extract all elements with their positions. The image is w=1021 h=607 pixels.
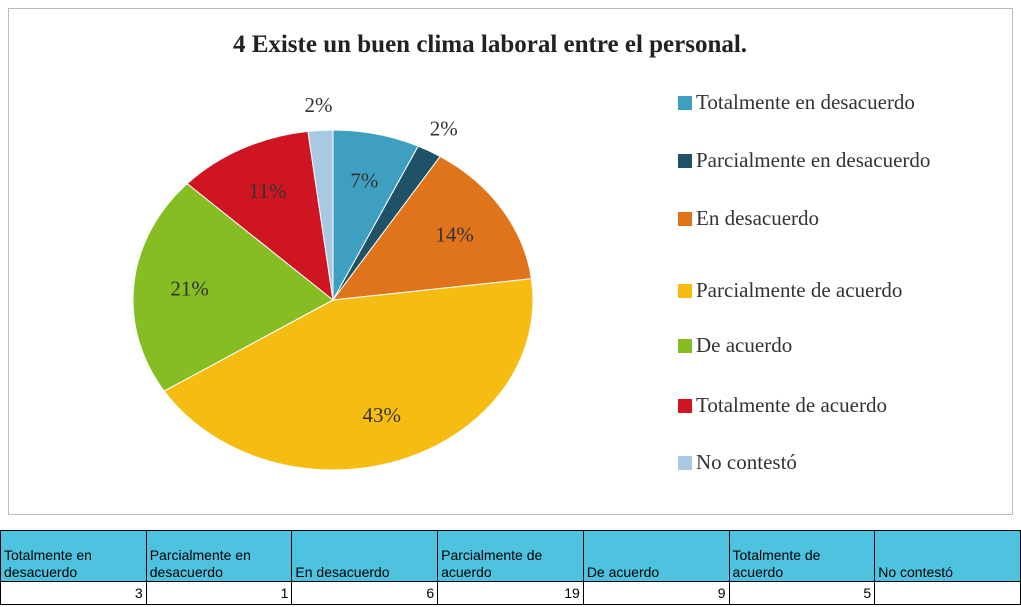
chart-area (8, 8, 1013, 515)
header-cell: Totalmente en desacuerdo (0, 530, 147, 582)
value-cell: 9 (582, 581, 730, 605)
legend-swatch (678, 339, 692, 353)
value-cell: 5 (728, 581, 876, 605)
pie-slice (163, 278, 534, 471)
legend-item: De acuerdo (676, 331, 936, 360)
header-row: Totalmente en desacuerdo Parcialmente en … (0, 530, 1021, 582)
legend-swatch (678, 284, 692, 298)
header-cell: De acuerdo (582, 530, 730, 582)
value-cell: 3 (0, 581, 147, 605)
data-table: Totalmente en desacuerdo Parcialmente en … (0, 530, 1021, 605)
legend-item: Parcialmente de acuerdo (676, 276, 936, 305)
legend-swatch (678, 154, 692, 168)
legend-item: No contestó (676, 448, 936, 477)
pie-slice (331, 155, 532, 301)
header-cell: Totalmente de acuerdo (728, 530, 876, 582)
legend-item: Parcialmente en desacuerdo (676, 146, 936, 175)
value-cell (874, 581, 1021, 605)
chart: 4 Existe un buen clima laboral entre el … (132, 31, 747, 471)
legend-swatch (678, 456, 692, 470)
chart-title: 4 Existe un buen clima laboral entre el … (233, 31, 747, 58)
value-cell: 19 (437, 581, 584, 605)
data-label: 2% (430, 117, 458, 141)
header-cell: En desacuerdo (291, 530, 439, 582)
header-cell: Parcialmente en desacuerdo (145, 530, 293, 582)
legend-item: Totalmente de acuerdo (676, 391, 936, 420)
pie-slice (132, 182, 334, 392)
pie-slice (186, 130, 334, 302)
legend-swatch (678, 212, 692, 226)
data-label: 7% (350, 169, 378, 193)
value-row: 3 1 6 19 9 5 (0, 581, 1021, 605)
legend-item: Totalmente en desacuerdo (676, 88, 936, 117)
header-cell: No contestó (874, 530, 1021, 582)
header-cell: Parcialmente de acuerdo (437, 530, 584, 582)
data-label: 43% (363, 403, 402, 427)
data-label: 11% (249, 179, 287, 203)
data-label: 14% (435, 222, 474, 246)
legend-swatch (678, 96, 692, 110)
data-label: 21% (170, 276, 209, 300)
data-label: 2% (305, 93, 333, 117)
value-cell: 1 (145, 581, 293, 605)
pie-slice (307, 129, 334, 301)
legend-swatch (678, 399, 692, 413)
value-cell: 6 (291, 581, 439, 605)
legend-item: En desacuerdo (676, 204, 936, 233)
